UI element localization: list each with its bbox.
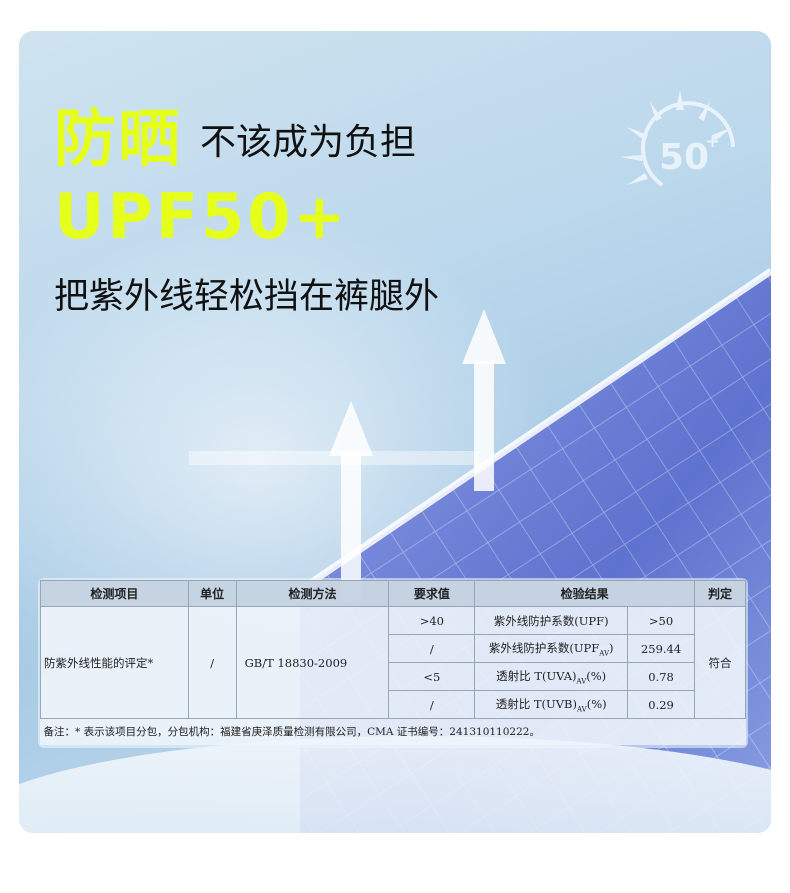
header-cell: 检测方法 xyxy=(235,580,390,607)
method-cell: GB/T 18830-2009 xyxy=(235,606,390,719)
req-cell: / xyxy=(388,690,476,719)
arrow-icon xyxy=(341,451,361,601)
req-cell: / xyxy=(388,634,476,663)
verdict-cell: 符合 xyxy=(694,606,746,719)
result-name-cell: 紫外线防护系数(UPFAV) xyxy=(474,634,629,663)
table-row: / 透射比 T(UVB)AV(%) 0.29 xyxy=(41,690,746,719)
header-cell: 判定 xyxy=(694,580,746,607)
result-value-cell: 0.78 xyxy=(627,662,696,691)
header-cell: 要求值 xyxy=(388,580,476,607)
header-cell: 检验结果 xyxy=(474,580,696,607)
result-value-cell: >50 xyxy=(627,606,696,635)
table-header: 检测项目 单位 检测方法 要求值 检验结果 判定 xyxy=(40,580,746,607)
arrow-head-icon xyxy=(329,401,373,456)
req-cell: >40 xyxy=(388,606,476,635)
subheadline: 把紫外线轻松挡在裤腿外 xyxy=(54,277,440,317)
headline-rest: 不该成为负担 xyxy=(200,122,417,163)
badge-plus: + xyxy=(705,131,720,152)
result-value-cell: 259.44 xyxy=(627,634,696,663)
sun-icon: 50 + xyxy=(620,90,735,187)
table-row: 防紫外线性能的评定* / GB/T 18830-2009 >40 紫外线防护系数… xyxy=(40,606,746,719)
panel-edge xyxy=(298,268,771,593)
table-note-row: 备注：* 表示该项目分包，分包机构：福建省庚泽质量检测有限公司，CMA 证书编号… xyxy=(40,718,746,745)
item-cell: 防紫外线性能的评定* xyxy=(40,606,189,719)
header-cell: 单位 xyxy=(187,580,237,607)
light-beam xyxy=(189,451,479,465)
result-name-cell: 透射比 T(UVA)AV(%) xyxy=(474,662,629,691)
unit-cell: / xyxy=(187,606,237,719)
result-name-cell: 紫外线防护系数(UPF) xyxy=(474,606,629,635)
test-results-table: 检测项目 单位 检测方法 要求值 检验结果 判定 防紫外线性能的评定* / GB… xyxy=(40,580,746,745)
upf-title: UPF50+ xyxy=(54,180,349,253)
header-cell: 检测项目 xyxy=(40,580,189,607)
badge-text: 50 xyxy=(659,137,709,178)
arrow-head-icon xyxy=(462,309,506,364)
result-value-cell: 0.29 xyxy=(627,690,696,719)
req-cell: <5 xyxy=(388,662,476,691)
headline-highlight: 防晒 xyxy=(54,102,183,175)
arrow-icon xyxy=(474,361,494,491)
fabric-wave xyxy=(19,736,771,833)
result-name-cell: 透射比 T(UVB)AV(%) xyxy=(474,690,629,719)
table-note: 备注：* 表示该项目分包，分包机构：福建省庚泽质量检测有限公司，CMA 证书编号… xyxy=(40,718,746,745)
